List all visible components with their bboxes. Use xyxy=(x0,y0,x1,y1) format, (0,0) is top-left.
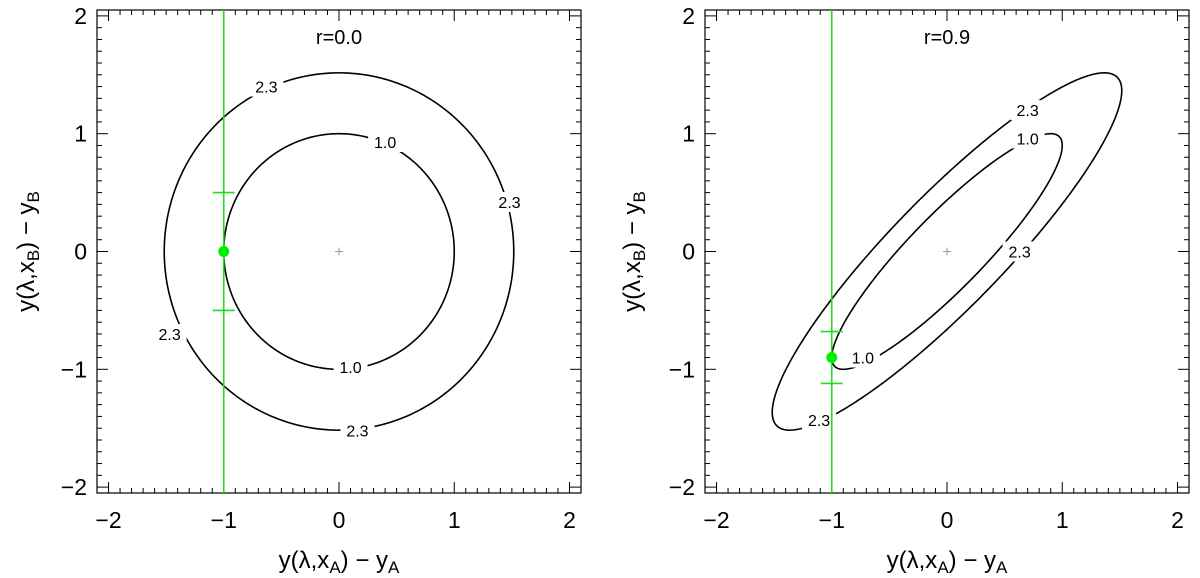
contour-label-bg xyxy=(1010,128,1045,149)
y-tick-label: 0 xyxy=(682,239,695,265)
contour-label-bg xyxy=(333,356,368,377)
correlation-annotation: r=0.9 xyxy=(924,27,970,49)
y-tick-label: 0 xyxy=(74,239,87,265)
panel-1: −2 −1 0 1 2 −2 −1 0 1 2 y(λ,xA) − yA y(λ,xB) − yB r=… xyxy=(13,3,582,577)
x-tick-label: −1 xyxy=(211,507,237,533)
contour-label-bg xyxy=(802,409,837,430)
contour-label-bg xyxy=(492,192,527,213)
best-fit-point xyxy=(218,246,230,257)
contour-label-bg xyxy=(1002,241,1037,262)
plot-area: 1.0 1.0 2.3 2.3 2.3 xyxy=(771,10,1123,493)
x-tick-label: 2 xyxy=(1171,507,1184,533)
panel-2: −2 −1 0 1 2 −2 −1 0 1 2 y(λ,xA) − yA y(λ,xB) − yB r=… xyxy=(619,3,1190,577)
x-tick-label: 1 xyxy=(1056,507,1069,533)
contour-label: 2.3 xyxy=(498,195,520,212)
contour-2.3 xyxy=(163,72,515,431)
y-axis-label: y(λ,xB) − yB xyxy=(13,191,43,312)
axis-ticks xyxy=(704,10,1190,493)
contour-label: 2.3 xyxy=(346,424,368,441)
x-tick-label: 1 xyxy=(448,507,461,533)
y-tick-label: −1 xyxy=(669,356,695,382)
contour-label-bg xyxy=(340,420,375,441)
y-tick-label: 1 xyxy=(74,121,87,147)
axis-ticks xyxy=(96,10,582,493)
y-tick-label: 2 xyxy=(74,3,87,29)
correlation-annotation: r=0.0 xyxy=(316,27,362,49)
contour-label-bg xyxy=(249,76,284,97)
y-tick-label: 2 xyxy=(682,3,695,29)
y-tick-label: −2 xyxy=(669,474,695,500)
x-tick-label: 0 xyxy=(941,507,954,533)
contour-label-bg xyxy=(1010,100,1045,121)
contour-label-bg xyxy=(152,323,187,344)
contour-label: 2.3 xyxy=(158,327,180,344)
x-tick-label: −1 xyxy=(819,507,845,533)
x-tick-label: 2 xyxy=(563,507,576,533)
contour-label: 2.3 xyxy=(255,80,277,97)
y-tick-label: −1 xyxy=(61,356,87,382)
y-tick-label: −2 xyxy=(61,474,87,500)
x-axis-label: y(λ,xA) − yA xyxy=(279,547,400,577)
contour-label: 2.3 xyxy=(1008,245,1030,262)
contour-label: 2.3 xyxy=(808,413,830,430)
contour-label-bg xyxy=(368,131,403,152)
x-tick-label: −2 xyxy=(95,507,121,533)
y-axis-label: y(λ,xB) − yB xyxy=(619,191,649,312)
contour-label: 1.0 xyxy=(852,351,874,368)
contour-label: 1.0 xyxy=(1017,131,1039,148)
x-tick-label: −2 xyxy=(703,507,729,533)
contour-label-bg xyxy=(845,347,880,368)
x-axis-label: y(λ,xA) − yA xyxy=(887,547,1008,577)
contour-label: 1.0 xyxy=(339,360,361,377)
best-fit-point xyxy=(826,352,838,364)
x-tick-label: 0 xyxy=(333,507,346,533)
plot-area: 1.0 1.0 2.3 2.3 2.3 2.3 xyxy=(152,10,527,493)
contour-label: 1.0 xyxy=(374,135,396,152)
contour-label: 2.3 xyxy=(1017,103,1039,120)
y-tick-label: 1 xyxy=(682,121,695,147)
